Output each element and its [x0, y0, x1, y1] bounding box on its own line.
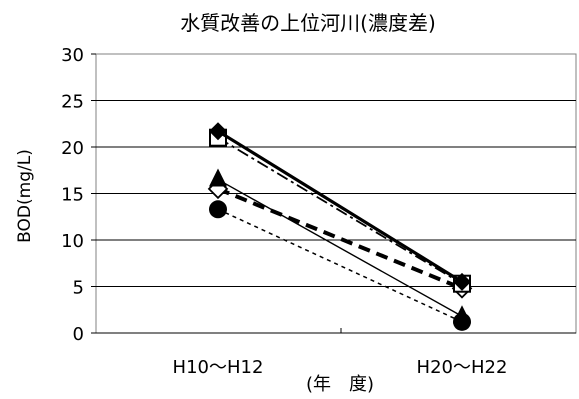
y-axis-label: BOD(mg/L): [15, 149, 35, 243]
x-tick-label: H20〜H22: [417, 357, 508, 378]
marker-diamond-filled: [453, 272, 471, 291]
series-1: [209, 122, 471, 291]
y-tick-label: 5: [73, 278, 84, 299]
y-tick-label: 10: [61, 231, 84, 252]
y-tick-label: 30: [61, 45, 84, 66]
gridlines: [96, 100, 576, 334]
plot-area: [95, 53, 577, 334]
y-tick-label: 0: [73, 324, 84, 345]
marker-circle-filled: [209, 200, 227, 219]
x-axis-ticks: H10〜H12 H20〜H22: [173, 357, 508, 378]
marker-triangle-filled: [453, 305, 471, 324]
x-axis-label: (年 度): [306, 374, 374, 395]
y-tick-label: 25: [61, 92, 84, 113]
series-line: [217, 178, 463, 317]
y-axis-ticks: 0 5 10 15 20 25 30: [61, 45, 96, 345]
series-3: [209, 168, 471, 324]
series-line: [217, 186, 463, 291]
series-line: [217, 136, 463, 285]
y-tick-label: 20: [61, 138, 84, 159]
marker-triangle-filled: [209, 168, 227, 187]
x-tick-label: H10〜H12: [173, 357, 264, 378]
chart-title: 水質改善の上位河川(濃度差): [180, 11, 436, 35]
series-line: [217, 129, 463, 284]
y-tick-label: 15: [61, 185, 84, 206]
marker-diamond-filled: [209, 122, 227, 141]
series-group: [207, 122, 473, 331]
